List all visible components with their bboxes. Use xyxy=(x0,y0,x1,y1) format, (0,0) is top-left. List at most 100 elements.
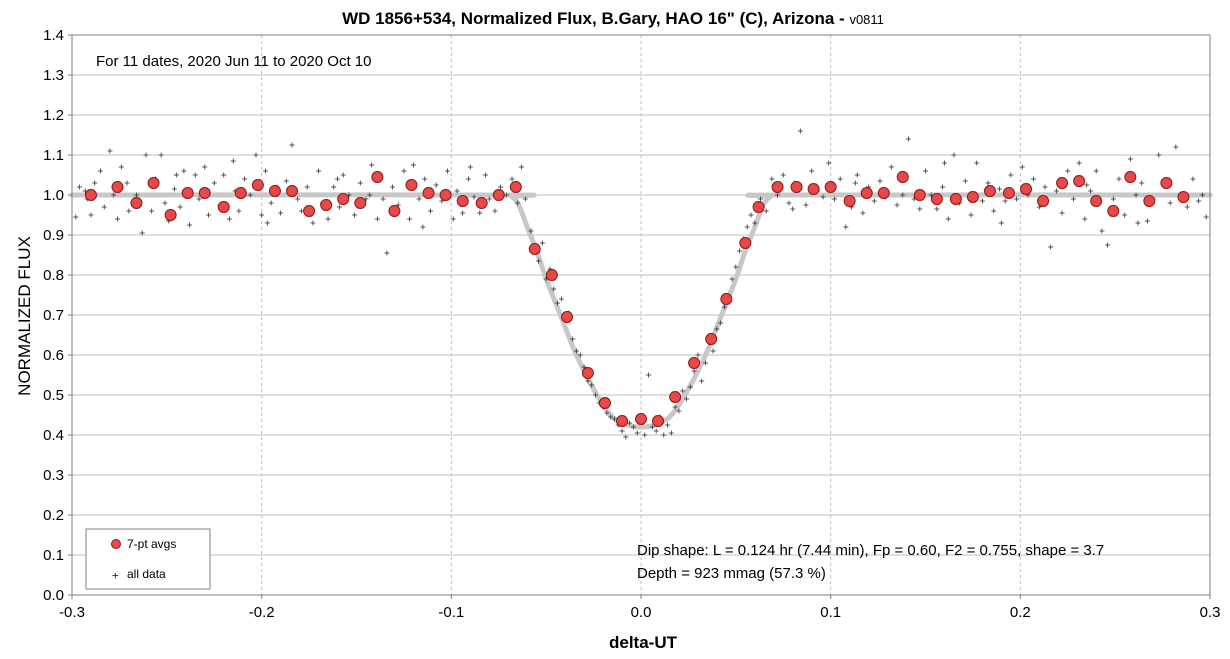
all-data-point xyxy=(676,408,682,414)
all-data-point xyxy=(335,176,341,182)
x-axis-label: delta-UT xyxy=(609,633,678,652)
all-data-point xyxy=(941,160,947,166)
all-data-point xyxy=(401,168,407,174)
all-data-point xyxy=(374,216,380,222)
all-data-point xyxy=(668,430,674,436)
all-data-point xyxy=(604,410,610,416)
all-data-point xyxy=(422,176,428,182)
avg-point xyxy=(84,189,97,201)
all-data-point xyxy=(649,424,655,430)
annotation-dip-shape: Dip shape: L = 0.124 hr (7.44 min), Fp =… xyxy=(637,542,1104,559)
avg-point xyxy=(217,201,230,213)
y-tick-label: 1.3 xyxy=(43,67,64,84)
avg-marker xyxy=(1073,175,1086,187)
all-data-point xyxy=(304,184,310,190)
all-data-point xyxy=(619,428,625,434)
avg-point xyxy=(268,185,281,197)
all-data-point xyxy=(661,432,667,438)
avg-marker xyxy=(616,415,629,427)
all-data-point xyxy=(202,164,208,170)
all-data-point xyxy=(77,184,83,190)
all-data-point xyxy=(917,206,923,212)
all-data-point xyxy=(687,384,693,390)
avg-marker xyxy=(422,187,435,199)
avg-marker xyxy=(877,187,890,199)
avg-marker xyxy=(790,181,803,193)
avg-marker xyxy=(528,243,541,255)
all-data-point xyxy=(570,336,576,342)
all-data-point xyxy=(860,210,866,216)
all-data-point xyxy=(843,224,849,230)
avg-point xyxy=(913,189,926,201)
avg-point xyxy=(1002,187,1015,199)
legend-avg-marker xyxy=(111,539,121,549)
y-tick-label: 0.3 xyxy=(43,467,64,484)
all-data-point xyxy=(427,208,433,214)
all-data-point xyxy=(107,148,113,154)
all-data-point xyxy=(763,208,769,214)
x-tick-label: 0.2 xyxy=(1010,604,1031,621)
all-data-point xyxy=(934,206,940,212)
all-data-point xyxy=(126,208,132,214)
avg-marker xyxy=(1143,195,1156,207)
all-data-point xyxy=(226,216,232,222)
avg-point xyxy=(371,171,384,183)
avg-marker xyxy=(198,187,211,199)
all-data-point xyxy=(974,160,980,166)
avg-marker xyxy=(371,171,384,183)
avg-point xyxy=(843,195,856,207)
all-data-point xyxy=(699,378,705,384)
y-tick-label: 0.7 xyxy=(43,307,64,324)
all-data-point xyxy=(230,158,236,164)
all-data-point xyxy=(803,202,809,208)
all-data-point xyxy=(352,212,358,218)
avg-marker xyxy=(966,191,979,203)
avg-marker xyxy=(688,357,701,369)
all-data-point xyxy=(509,176,515,182)
avg-marker xyxy=(1107,205,1120,217)
all-data-point xyxy=(133,192,139,198)
avg-marker xyxy=(251,179,264,191)
all-data-point xyxy=(702,360,708,366)
avg-point xyxy=(877,187,890,199)
all-data-point xyxy=(498,184,504,190)
all-data-point xyxy=(1042,184,1048,190)
all-data-point xyxy=(187,222,193,228)
avg-point xyxy=(509,181,522,193)
all-data-point xyxy=(945,216,951,222)
all-data-point xyxy=(221,172,227,178)
all-data-point xyxy=(653,428,659,434)
all-data-point xyxy=(714,326,720,332)
y-tick-label: 0.0 xyxy=(43,587,64,604)
x-tick-label: -0.2 xyxy=(249,604,275,621)
all-data-point xyxy=(407,216,413,222)
all-data-point xyxy=(611,416,617,422)
all-data-point xyxy=(181,168,187,174)
all-data-point xyxy=(555,300,561,306)
all-data-point xyxy=(450,216,456,222)
avg-marker xyxy=(1090,195,1103,207)
avg-point xyxy=(635,413,647,425)
avg-marker xyxy=(949,193,962,205)
all-data-point xyxy=(1082,216,1088,222)
all-data-point xyxy=(118,164,124,170)
avg-marker xyxy=(111,181,124,193)
all-data-point xyxy=(962,178,968,184)
all-data-point xyxy=(467,164,473,170)
avg-point xyxy=(752,201,765,213)
all-data-point xyxy=(1065,168,1071,174)
x-tick-label: -0.1 xyxy=(438,604,464,621)
all-data-point xyxy=(826,160,832,166)
all-data-point xyxy=(264,220,270,226)
avg-marker xyxy=(635,413,647,425)
all-data-point xyxy=(877,178,883,184)
legend-box xyxy=(85,528,211,590)
avg-point xyxy=(616,415,629,427)
avg-point xyxy=(669,391,682,403)
all-data-point xyxy=(1105,242,1111,248)
legend-avg-label: 7-pt avgs xyxy=(127,537,176,551)
all-data-point xyxy=(905,136,911,142)
all-data-point xyxy=(630,424,636,430)
avg-point xyxy=(1177,191,1190,203)
all-data-point xyxy=(1122,212,1128,218)
